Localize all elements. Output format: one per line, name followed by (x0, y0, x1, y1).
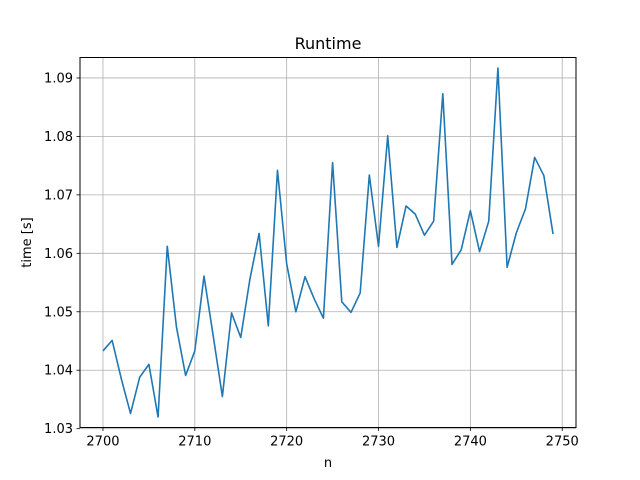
series-group (102, 67, 554, 418)
x-axis-label: n (324, 456, 332, 471)
grid-lines (80, 57, 576, 430)
y-tick-label: 1.08 (44, 130, 73, 145)
y-tick-label: 1.04 (44, 364, 73, 379)
y-axis-ticks: 1.03 1.04 1.05 1.06 1.07 1.08 1.09 (44, 71, 80, 437)
x-axis-ticks: 2700 2710 2720 2730 2740 2750 (86, 427, 579, 450)
series-line (102, 67, 554, 418)
x-tick-label: 2700 (86, 435, 119, 450)
x-tick-label: 2710 (178, 435, 211, 450)
chart-title: Runtime (295, 34, 362, 53)
y-tick-label: 1.05 (44, 305, 73, 320)
y-tick-label: 1.03 (44, 422, 73, 437)
y-axis-label: time [s] (20, 217, 35, 267)
plot-frame (79, 57, 577, 428)
x-tick-label: 2730 (362, 435, 395, 450)
y-tick-label: 1.09 (44, 71, 73, 86)
x-tick-label: 2720 (270, 435, 303, 450)
y-tick-label: 1.06 (44, 247, 73, 262)
x-tick-label: 2750 (546, 435, 579, 450)
y-tick-label: 1.07 (44, 188, 73, 203)
x-tick-label: 2740 (454, 435, 487, 450)
